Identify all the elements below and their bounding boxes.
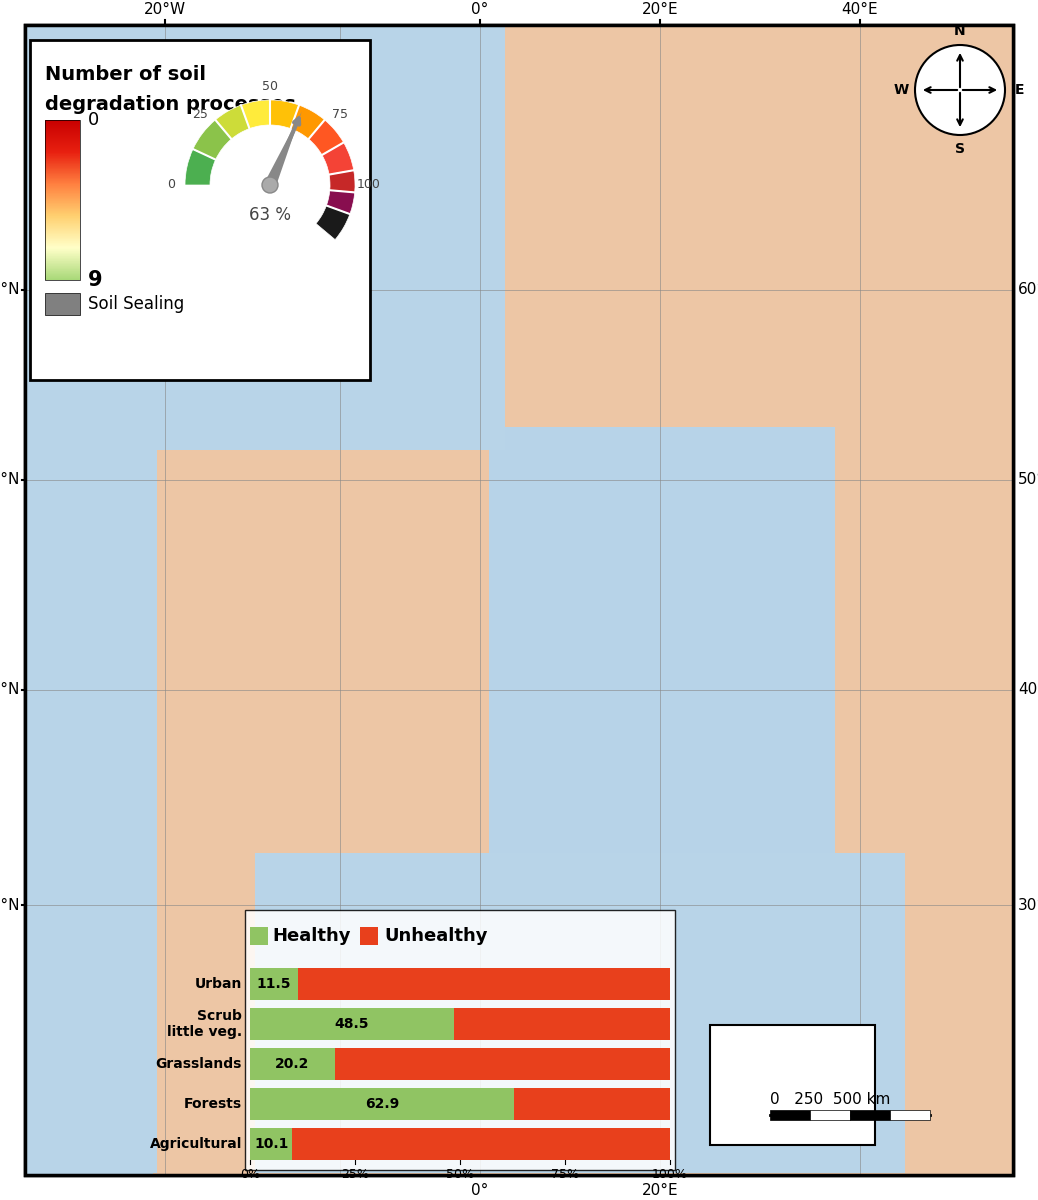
- Text: Number of soil: Number of soil: [45, 65, 206, 84]
- Bar: [245, 910, 675, 1170]
- Bar: [27, 26, 157, 1174]
- Text: 0   250  500 km: 0 250 500 km: [770, 1092, 891, 1108]
- Bar: [360, 926, 378, 946]
- Text: 50°N: 50°N: [1018, 473, 1038, 487]
- Text: degradation processes: degradation processes: [45, 95, 296, 114]
- Text: 60°N: 60°N: [0, 282, 20, 298]
- Wedge shape: [193, 120, 231, 160]
- Text: little veg.: little veg.: [167, 1025, 242, 1039]
- Circle shape: [262, 176, 278, 193]
- Bar: [250, 1088, 514, 1120]
- Polygon shape: [265, 112, 302, 187]
- Text: N: N: [954, 24, 965, 38]
- Text: 25: 25: [192, 108, 208, 121]
- Text: S: S: [955, 142, 965, 156]
- Text: W: W: [894, 83, 908, 97]
- Text: 50°N: 50°N: [0, 473, 20, 487]
- Bar: [710, 1025, 875, 1145]
- Text: 20°E: 20°E: [641, 2, 678, 17]
- Text: 25%: 25%: [342, 1168, 368, 1181]
- Text: 0: 0: [88, 110, 100, 128]
- Wedge shape: [329, 170, 355, 192]
- Text: 20°E: 20°E: [641, 1183, 678, 1198]
- Bar: [298, 968, 670, 1000]
- Text: 0%: 0%: [240, 1168, 260, 1181]
- Bar: [250, 968, 298, 1000]
- Text: Soil Sealing: Soil Sealing: [88, 295, 185, 313]
- Text: Forests: Forests: [184, 1097, 242, 1111]
- Wedge shape: [270, 100, 299, 128]
- Bar: [770, 1110, 810, 1120]
- Text: 20.2: 20.2: [275, 1057, 309, 1070]
- Circle shape: [916, 44, 1005, 134]
- Bar: [250, 926, 268, 946]
- Text: 0°: 0°: [471, 1183, 489, 1198]
- Wedge shape: [308, 120, 344, 155]
- Text: E: E: [1014, 83, 1023, 97]
- Text: Unhealthy: Unhealthy: [384, 926, 488, 946]
- Text: 75: 75: [332, 108, 348, 121]
- Bar: [514, 1088, 670, 1120]
- Bar: [155, 26, 506, 450]
- Text: 50%: 50%: [446, 1168, 474, 1181]
- Text: 40°N: 40°N: [1018, 683, 1038, 697]
- Bar: [890, 1110, 930, 1120]
- Text: Urban: Urban: [195, 977, 242, 991]
- Text: 75%: 75%: [551, 1168, 579, 1181]
- Bar: [850, 1110, 890, 1120]
- Text: 100: 100: [357, 179, 381, 192]
- Text: 40°E: 40°E: [842, 2, 878, 17]
- Bar: [250, 1048, 335, 1080]
- Bar: [250, 1128, 293, 1160]
- Bar: [454, 1008, 670, 1040]
- Text: 11.5: 11.5: [256, 977, 292, 991]
- Bar: [250, 1008, 454, 1040]
- Wedge shape: [215, 106, 249, 139]
- Text: 63 %: 63 %: [249, 206, 291, 224]
- Bar: [293, 1128, 670, 1160]
- Text: 30°N: 30°N: [0, 898, 20, 912]
- Text: Scrub: Scrub: [197, 1009, 242, 1022]
- Text: 48.5: 48.5: [334, 1018, 370, 1031]
- Text: 62.9: 62.9: [365, 1097, 400, 1111]
- Wedge shape: [316, 205, 350, 240]
- Text: 30°N: 30°N: [1018, 898, 1038, 912]
- Text: 20°W: 20°W: [144, 2, 186, 17]
- Wedge shape: [326, 191, 355, 214]
- Wedge shape: [322, 143, 354, 174]
- Text: 0: 0: [167, 179, 175, 192]
- Text: 10.1: 10.1: [254, 1138, 289, 1151]
- Wedge shape: [185, 149, 216, 185]
- Text: 50: 50: [262, 79, 278, 92]
- Bar: [45, 293, 80, 314]
- Text: 60°N: 60°N: [1018, 282, 1038, 298]
- Bar: [30, 40, 370, 380]
- Wedge shape: [241, 100, 270, 128]
- Bar: [335, 1048, 670, 1080]
- Text: 0°: 0°: [471, 2, 489, 17]
- Bar: [255, 853, 905, 1174]
- Text: 40°N: 40°N: [0, 683, 20, 697]
- Wedge shape: [291, 106, 325, 139]
- Text: 100%: 100%: [652, 1168, 688, 1181]
- Text: Agricultural: Agricultural: [149, 1138, 242, 1151]
- Text: Healthy: Healthy: [272, 926, 351, 946]
- Bar: [810, 1110, 850, 1120]
- Text: Grasslands: Grasslands: [156, 1057, 242, 1070]
- Bar: [45, 120, 80, 280]
- Text: 9: 9: [88, 270, 103, 290]
